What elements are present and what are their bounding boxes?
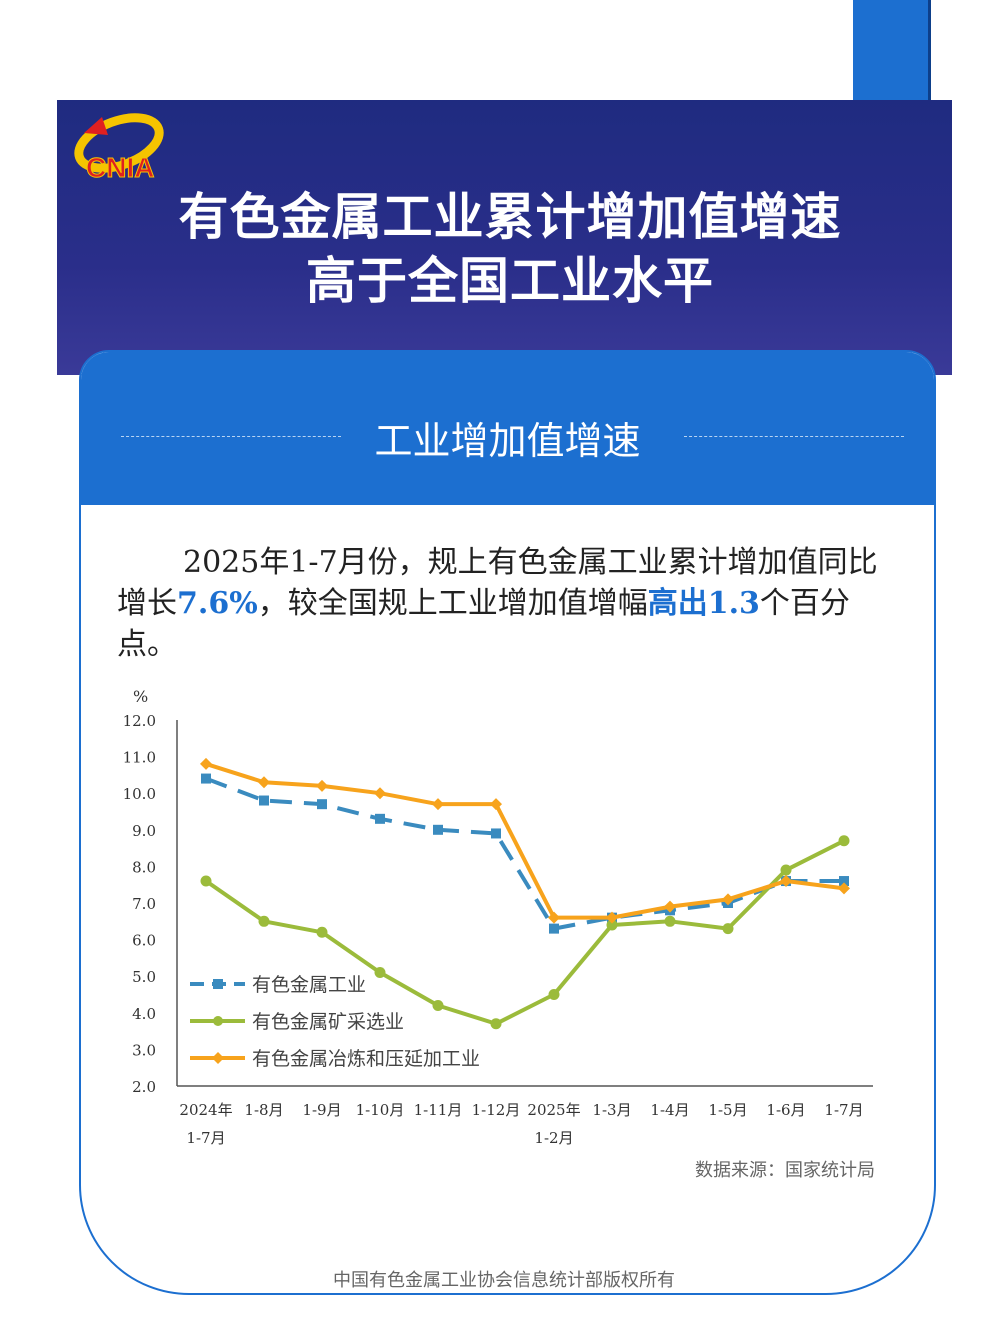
section-title: 工业增加值增速 (374, 419, 641, 463)
page-title: 有色金属工业累计增加值增速 高于全国工业水平 (100, 185, 920, 313)
cnia-logo: CNIA (74, 113, 164, 184)
content-card: 工业增加值增速 2025年1-7月份，规上有色金属工业累计增加值同比增长7.6%… (79, 350, 936, 1295)
title-line-2: 高于全国工业水平 (306, 251, 714, 310)
data-source: 数据来源：国家统计局 (695, 1160, 875, 1181)
summary-paragraph: 2025年1-7月份，规上有色金属工业累计增加值同比增长7.6%，较全国规上工业… (117, 542, 907, 665)
header-banner (57, 100, 952, 375)
highlight-diff: 高出1.3 (647, 586, 760, 621)
copyright-footer: 中国有色金属工业协会信息统计部版权所有 (333, 1270, 675, 1291)
section-header: 工业增加值增速 (81, 352, 934, 505)
text: ，较全国规上工业增加值增幅 (257, 586, 648, 621)
svg-text:CNIA: CNIA (86, 152, 154, 183)
text: 2025年1-7月份，规上有色金属工业累计增加值同比增长 (117, 545, 878, 621)
dashed-divider-left (121, 436, 341, 437)
highlight-growth: 7.6% (177, 586, 258, 621)
title-line-1: 有色金属工业累计增加值增速 (178, 187, 842, 246)
text: 个百分点。 (117, 586, 850, 662)
dashed-divider-right (684, 436, 904, 437)
